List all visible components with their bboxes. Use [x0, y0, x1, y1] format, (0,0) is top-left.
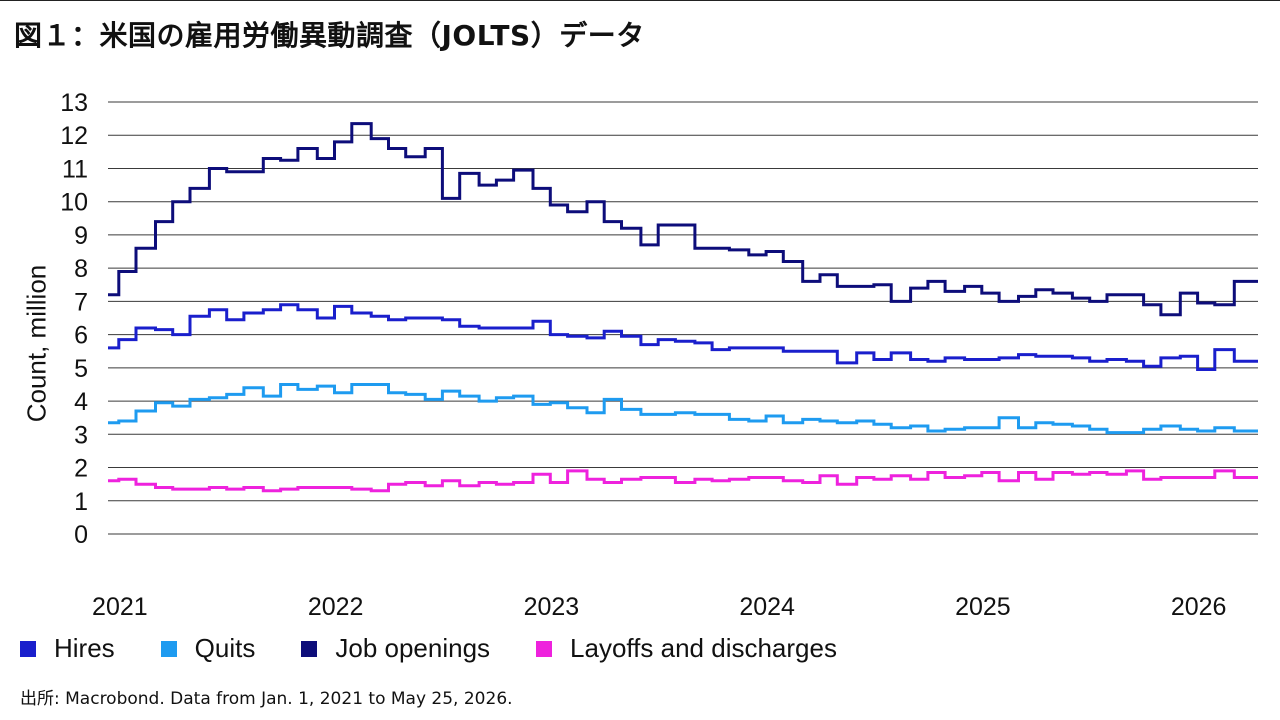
source-note: 出所: Macrobond. Data from Jan. 1, 2021 to…	[20, 689, 513, 709]
y-axis-title: Count, million	[21, 264, 52, 423]
legend-swatch-quits	[160, 640, 177, 657]
x-tick-label: 2026	[1171, 593, 1227, 621]
legend-swatch-job-openings	[301, 640, 318, 657]
series-line-hires	[108, 303, 1258, 371]
chart-title: 図１：米国の雇用労働異動調査（JOLTS）データ	[14, 19, 645, 52]
y-tick-label: 2	[74, 455, 88, 483]
y-tick-label: 6	[74, 322, 88, 350]
series-line-quits	[108, 383, 1258, 435]
x-tick-label: 2025	[955, 593, 1011, 621]
x-tick-label: 2023	[524, 593, 580, 621]
legend-label-layoffs: Layoffs and discharges	[570, 633, 837, 663]
series-line-job-openings	[108, 122, 1258, 317]
legend-item-layoffs: Layoffs and discharges	[536, 633, 837, 664]
y-tick-label: 9	[74, 222, 88, 250]
chart-legend: Hires Quits Job openings Layoffs and dis…	[20, 633, 883, 664]
x-tick-label: 2024	[739, 593, 795, 621]
y-tick-label: 8	[74, 255, 88, 283]
x-tick-label: 2022	[308, 593, 364, 621]
y-tick-label: 1	[74, 488, 88, 516]
x-tick-label: 2021	[92, 593, 148, 621]
y-tick-label: 4	[74, 388, 88, 416]
y-tick-label: 13	[60, 89, 88, 117]
legend-label-hires: Hires	[54, 633, 115, 663]
legend-item-quits: Quits	[160, 633, 256, 664]
y-tick-label: 5	[74, 355, 88, 383]
legend-swatch-hires	[20, 640, 36, 657]
series-line-layoffs-and-discharges	[108, 469, 1258, 493]
y-tick-label: 11	[62, 155, 88, 183]
y-tick-label: 7	[74, 288, 88, 316]
legend-item-hires: Hires	[20, 633, 115, 664]
legend-label-job-openings: Job openings	[335, 633, 491, 663]
y-tick-label: 0	[74, 521, 88, 549]
legend-swatch-layoffs	[536, 640, 553, 657]
y-tick-label: 12	[60, 122, 88, 150]
legend-label-quits: Quits	[194, 633, 256, 663]
legend-item-job-openings: Job openings	[301, 633, 490, 664]
y-tick-label: 3	[74, 421, 88, 449]
y-tick-label: 10	[60, 189, 88, 217]
top-rule	[0, 0, 1280, 1]
